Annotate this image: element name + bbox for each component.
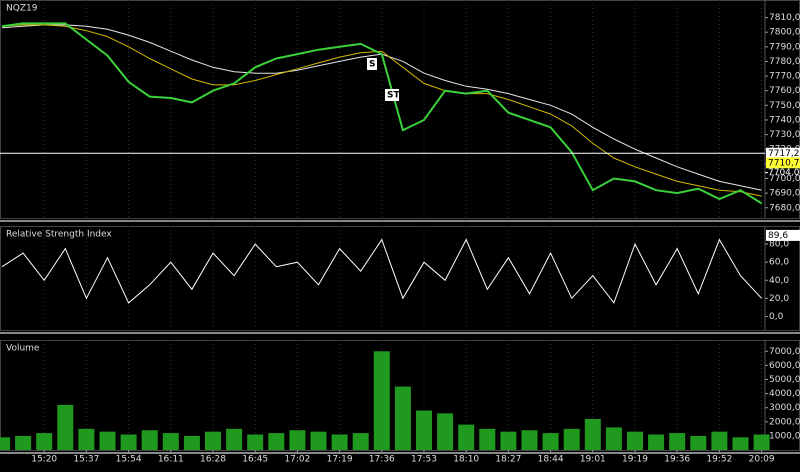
price-box bbox=[766, 229, 800, 241]
volume-bar bbox=[36, 433, 53, 450]
y-tick-label: 7700,00 bbox=[769, 174, 800, 184]
y-tick-label: 6000,0 bbox=[769, 361, 800, 371]
x-tick-label: 16:28 bbox=[200, 455, 226, 465]
volume-bar bbox=[0, 437, 10, 450]
volume-bar bbox=[99, 431, 116, 450]
y-tick-label: 7730,00 bbox=[769, 130, 800, 140]
volume-bar bbox=[584, 418, 601, 450]
volume-bar bbox=[373, 351, 390, 450]
y-tick-label: 0,0 bbox=[769, 312, 784, 322]
y-tick-label: 7770,00 bbox=[769, 72, 800, 82]
y-tick-label: 3000,0 bbox=[769, 403, 800, 413]
x-tick-label: 17:02 bbox=[284, 455, 310, 465]
x-tick-label: 17:53 bbox=[411, 455, 437, 465]
y-tick-label: 1000,0 bbox=[769, 431, 800, 441]
x-tick-label: 15:37 bbox=[73, 455, 99, 465]
y-tick-label: 7740,00 bbox=[769, 115, 800, 125]
volume-bar bbox=[247, 434, 264, 450]
y-tick-label: 7790,00 bbox=[769, 42, 800, 52]
signal-box bbox=[367, 58, 377, 70]
volume-bar bbox=[648, 434, 665, 450]
volume-bar bbox=[120, 434, 137, 450]
price-box bbox=[766, 147, 800, 159]
volume-bar bbox=[669, 433, 686, 450]
volume-bar bbox=[500, 431, 517, 450]
volume-bar bbox=[458, 424, 475, 450]
x-tick-label: 20:09 bbox=[749, 455, 775, 465]
pane-title: Volume bbox=[6, 344, 40, 354]
x-tick-label: 18:10 bbox=[453, 455, 479, 465]
pane-title: NQZ19 bbox=[6, 4, 38, 14]
volume-bar bbox=[268, 433, 285, 450]
y-tick-label: 7800,00 bbox=[769, 28, 800, 38]
x-tick-label: 18:44 bbox=[538, 455, 564, 465]
volume-bar bbox=[78, 428, 95, 450]
y-tick-label: 7780,00 bbox=[769, 57, 800, 67]
signal-label: ST bbox=[387, 91, 400, 101]
volume-bar bbox=[162, 433, 179, 450]
volume-bar bbox=[690, 435, 707, 450]
volume-bar bbox=[753, 434, 770, 450]
x-tick-label: 17:19 bbox=[327, 455, 353, 465]
price-label: 89,6 bbox=[768, 231, 788, 241]
signal-label: S bbox=[369, 60, 375, 70]
y-tick-label: 7810,00 bbox=[769, 13, 800, 23]
y-tick-label: 7760,00 bbox=[769, 86, 800, 96]
volume-bar bbox=[15, 435, 32, 450]
price-box bbox=[766, 157, 800, 169]
volume-bar bbox=[226, 428, 243, 450]
volume-bar bbox=[479, 428, 496, 450]
volume-bar bbox=[521, 430, 538, 450]
x-tick-label: 19:36 bbox=[664, 455, 690, 465]
price-label: 7717,25 bbox=[768, 149, 800, 159]
y-tick-label: 60,0 bbox=[769, 258, 789, 268]
x-tick-label: 16:45 bbox=[242, 455, 268, 465]
price-label: 7704,01 bbox=[768, 168, 800, 178]
volume-bar bbox=[437, 413, 454, 450]
volume-bar bbox=[141, 430, 158, 450]
series-line bbox=[1, 238, 762, 304]
series-line bbox=[1, 24, 762, 197]
volume-bar bbox=[331, 434, 348, 450]
series-line bbox=[1, 22, 763, 205]
x-tick-label: 15:20 bbox=[31, 455, 57, 465]
volume-bar bbox=[289, 430, 306, 450]
pane-title: Relative Strength Index bbox=[6, 230, 112, 240]
y-tick-label: 4000,0 bbox=[769, 389, 800, 399]
y-tick-label: 7680,00 bbox=[769, 203, 800, 213]
y-tick-label: 7000,0 bbox=[769, 347, 800, 357]
signal-box bbox=[385, 89, 399, 101]
volume-bar bbox=[627, 431, 643, 450]
y-tick-label: 7750,00 bbox=[769, 101, 800, 111]
volume-bar bbox=[416, 410, 432, 450]
x-tick-label: 16:11 bbox=[158, 455, 184, 465]
x-tick-label: 19:52 bbox=[706, 455, 732, 465]
x-tick-label: 18:27 bbox=[495, 455, 521, 465]
volume-bar bbox=[394, 386, 411, 450]
volume-bar bbox=[542, 433, 559, 450]
volume-bar bbox=[605, 427, 622, 450]
volume-bar bbox=[205, 431, 221, 450]
volume-bar bbox=[732, 437, 749, 450]
volume-bar bbox=[352, 433, 369, 450]
volume-bar bbox=[183, 435, 200, 450]
x-tick-label: 19:19 bbox=[622, 455, 648, 465]
volume-bar bbox=[563, 428, 580, 450]
y-tick-label: 5000,0 bbox=[769, 375, 800, 385]
volume-bar bbox=[57, 404, 74, 450]
y-tick-label: 2000,0 bbox=[769, 417, 800, 427]
x-tick-label: 19:01 bbox=[580, 455, 606, 465]
volume-bar bbox=[310, 431, 327, 450]
y-tick-label: 40,0 bbox=[769, 276, 789, 286]
y-tick-label: 80,0 bbox=[769, 240, 789, 250]
y-tick-label: 20,0 bbox=[769, 294, 789, 304]
y-tick-label: 7690,00 bbox=[769, 189, 800, 199]
volume-bar bbox=[711, 431, 728, 450]
x-tick-label: 15:54 bbox=[116, 455, 142, 465]
price-label: 7710,75 bbox=[768, 158, 800, 168]
x-tick-label: 17:36 bbox=[369, 455, 395, 465]
